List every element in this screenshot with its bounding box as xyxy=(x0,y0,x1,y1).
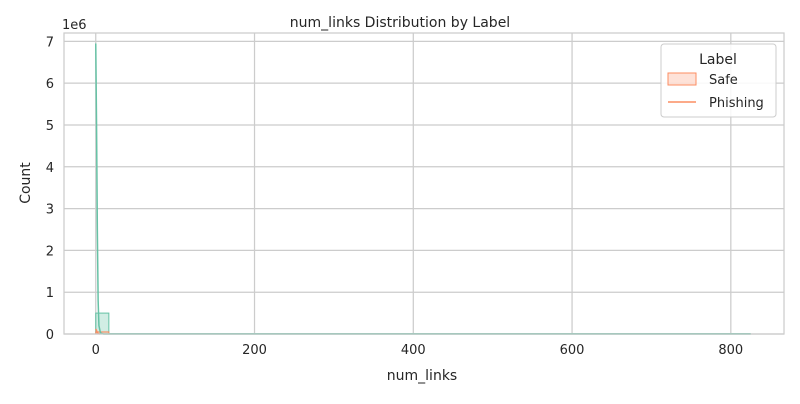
axis-ticks: 0 200 400 600 800 0 1 2 3 4 5 6 7 xyxy=(46,35,744,358)
legend: Label Safe Phishing xyxy=(660,43,777,118)
x-tick-label: 200 xyxy=(242,343,267,358)
y-tick-label: 3 xyxy=(46,203,54,218)
x-tick-label: 400 xyxy=(401,343,426,358)
legend-box xyxy=(660,43,777,118)
legend-safe-label: Safe xyxy=(709,73,738,88)
legend-title: Label xyxy=(699,52,737,68)
y-tick-label: 2 xyxy=(46,244,54,259)
y-tick-label: 1 xyxy=(46,286,54,301)
chart-title: num_links Distribution by Label xyxy=(290,15,510,31)
y-tick-label: 7 xyxy=(46,35,54,50)
x-tick-label: 600 xyxy=(560,343,585,358)
y-axis-label: Count xyxy=(18,162,34,204)
grid xyxy=(64,33,784,335)
legend-safe-swatch xyxy=(667,72,697,86)
x-axis-label: num_links xyxy=(387,368,457,384)
y-tick-label: 4 xyxy=(46,161,54,176)
x-tick-label: 0 xyxy=(92,343,100,358)
histogram-bar xyxy=(95,312,110,335)
plot-frame xyxy=(63,32,785,335)
y-axis-offset-text: 1e6 xyxy=(62,18,87,33)
y-tick-label: 5 xyxy=(46,119,54,134)
legend-phishing-label: Phishing xyxy=(709,96,764,111)
x-tick-label: 800 xyxy=(718,343,743,358)
y-tick-label: 6 xyxy=(46,77,54,92)
y-tick-label: 0 xyxy=(46,328,54,343)
